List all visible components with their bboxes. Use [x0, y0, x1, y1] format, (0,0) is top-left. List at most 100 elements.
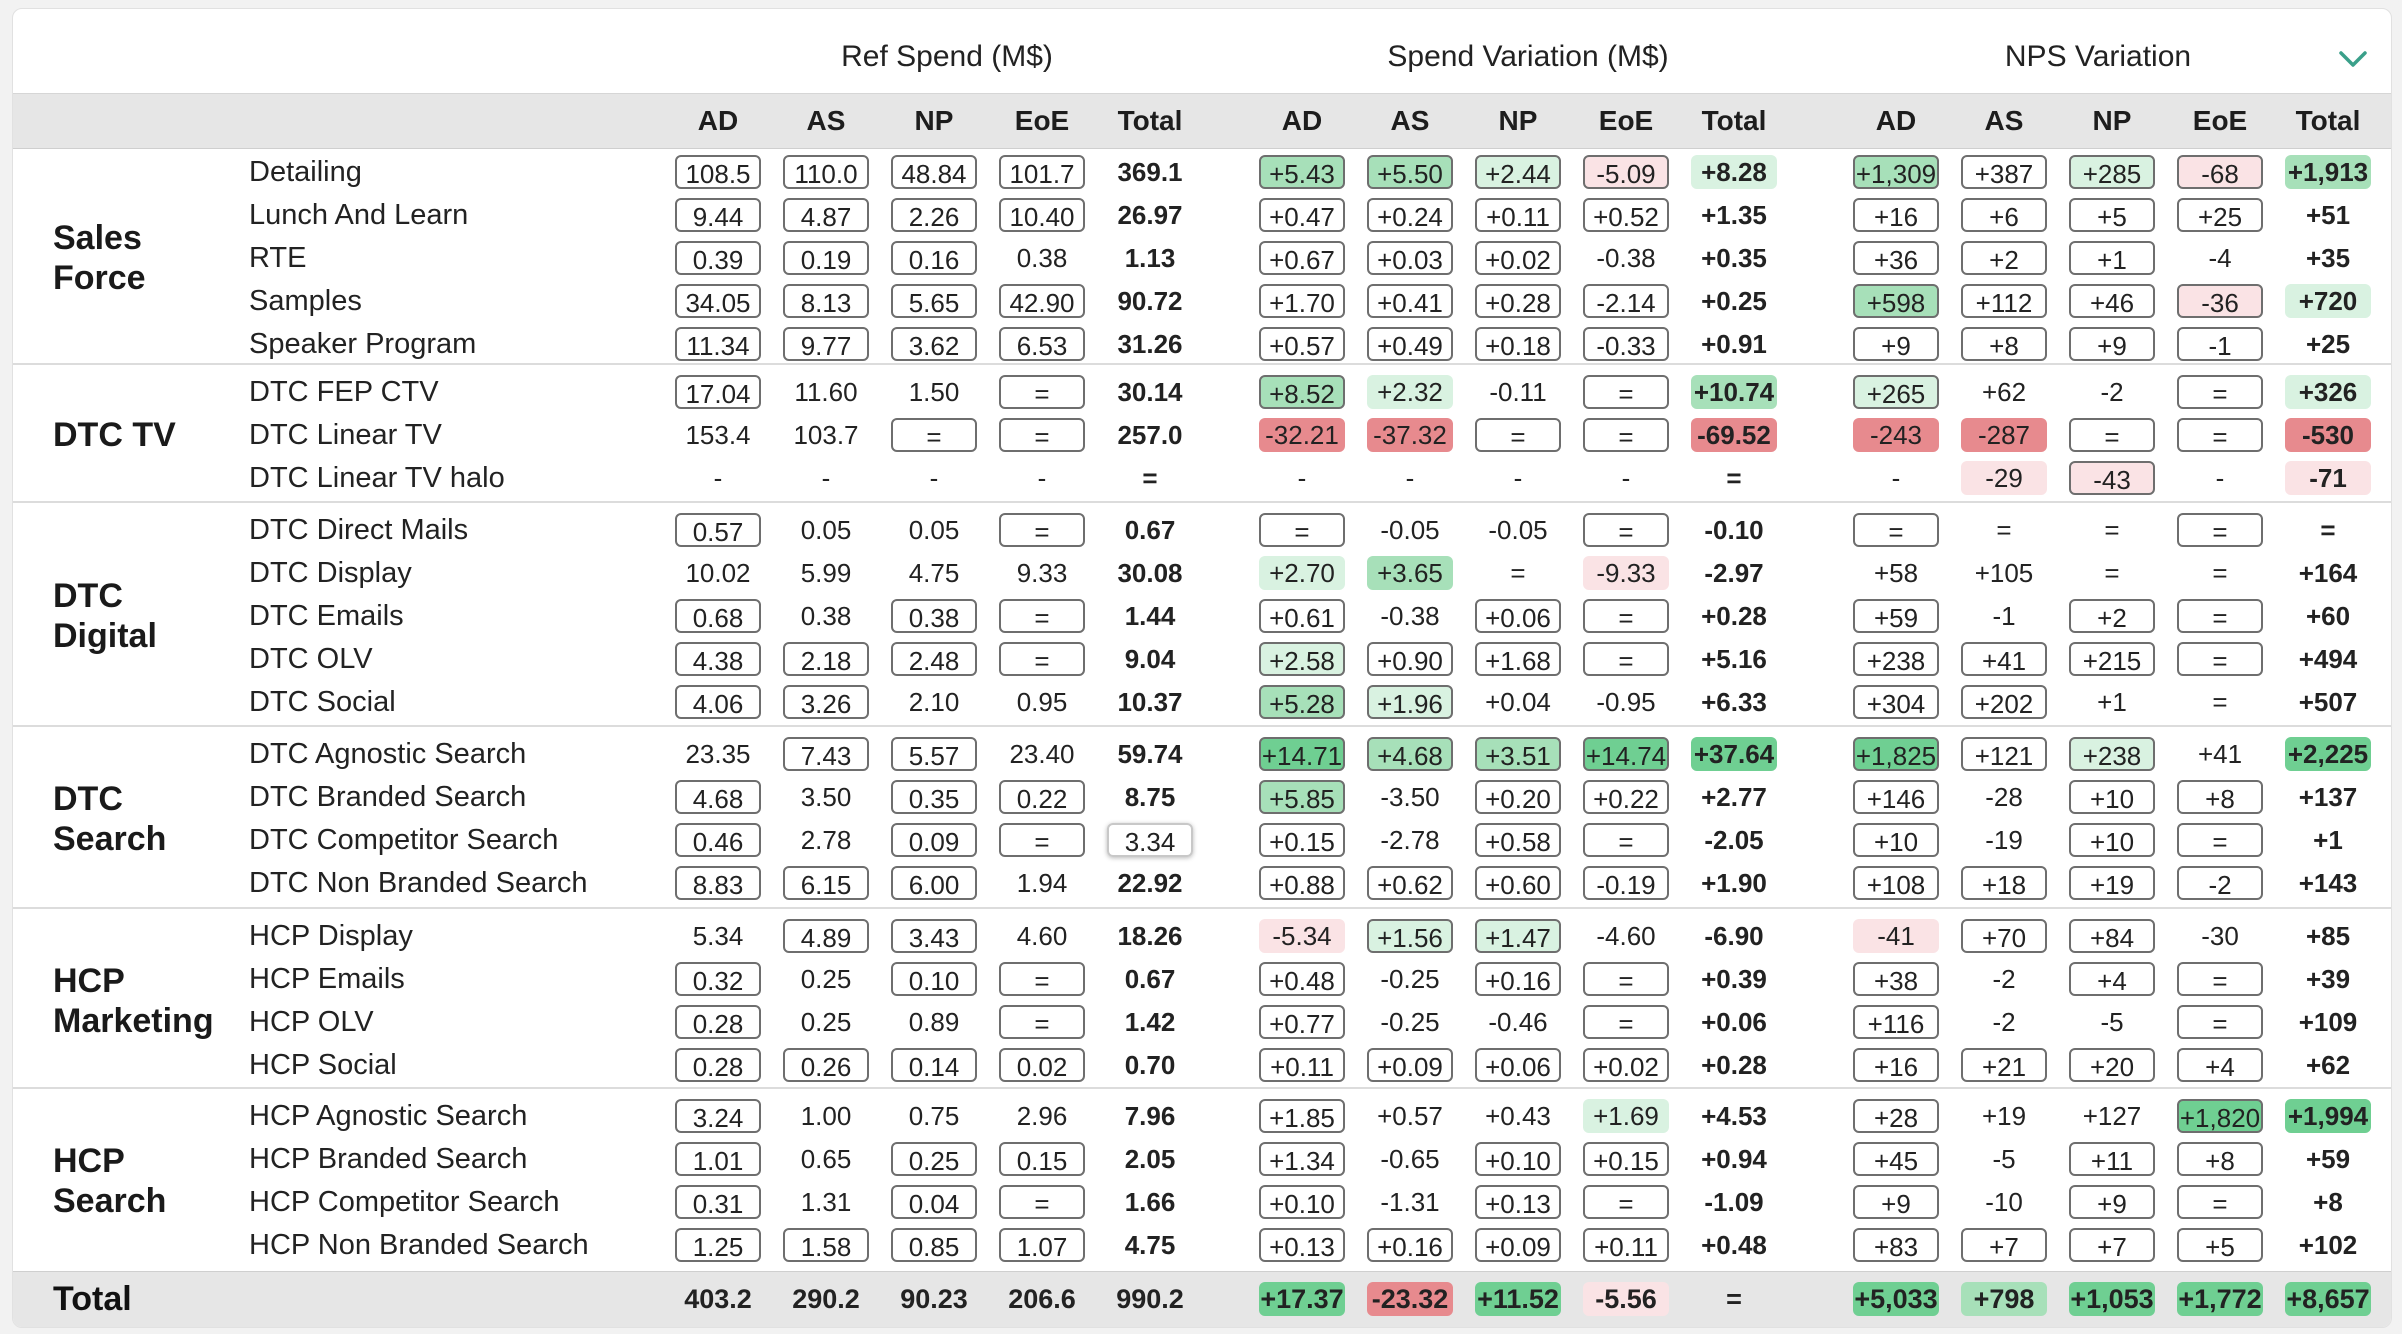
col-header-nps-total[interactable]: Total — [2295, 105, 2361, 136]
nps-cell-ad[interactable]: +9 — [1853, 1185, 1939, 1219]
spend-cell-eoe[interactable]: -2.14 — [1583, 284, 1669, 318]
spend-cell-eoe[interactable]: = — [1583, 1185, 1669, 1219]
ref-cell-as[interactable]: 110.0 — [783, 155, 869, 189]
nps-cell-ad[interactable]: +116 — [1853, 1005, 1939, 1039]
nps-cell-as[interactable]: +6 — [1961, 198, 2047, 232]
ref-cell-eoe[interactable]: 6.53 — [999, 327, 1085, 361]
spend-cell-as[interactable]: +0.16 — [1367, 1228, 1453, 1262]
ref-cell-np[interactable]: 0.16 — [891, 241, 977, 275]
ref-cell-ad[interactable]: 1.01 — [675, 1142, 761, 1176]
ref-cell-ad[interactable]: 4.68 — [675, 780, 761, 814]
spend-cell-as[interactable]: +1.96 — [1367, 685, 1453, 719]
nps-cell-eoe[interactable]: +4 — [2177, 1048, 2263, 1082]
spend-cell-ad[interactable]: +5.43 — [1259, 155, 1345, 189]
ref-cell-np[interactable]: 0.38 — [891, 599, 977, 633]
spend-cell-np[interactable]: +0.09 — [1475, 1228, 1561, 1262]
nps-cell-ad[interactable]: +146 — [1853, 780, 1939, 814]
ref-cell-np[interactable]: 6.00 — [891, 866, 977, 900]
ref-cell-eoe[interactable]: = — [999, 599, 1085, 633]
ref-cell-ad[interactable]: 4.06 — [675, 685, 761, 719]
ref-cell-np[interactable]: 2.26 — [891, 198, 977, 232]
ref-cell-ad[interactable]: 0.32 — [675, 962, 761, 996]
spend-cell-ad[interactable]: = — [1259, 513, 1345, 547]
spend-cell-ad[interactable]: +5.28 — [1259, 685, 1345, 719]
nps-cell-np[interactable]: +10 — [2069, 780, 2155, 814]
ref-cell-ad[interactable]: 3.24 — [675, 1099, 761, 1133]
ref-cell-eoe[interactable]: 42.90 — [999, 284, 1085, 318]
spend-cell-eoe[interactable]: +0.22 — [1583, 780, 1669, 814]
nps-cell-ad[interactable]: +1,309 — [1853, 155, 1939, 189]
nps-cell-ad[interactable]: +16 — [1853, 1048, 1939, 1082]
spend-cell-as[interactable]: +4.68 — [1367, 737, 1453, 771]
ref-cell-ad[interactable]: 8.83 — [675, 866, 761, 900]
spend-cell-eoe[interactable]: = — [1583, 513, 1669, 547]
ref-cell-total[interactable]: 3.34 — [1107, 823, 1193, 857]
nps-cell-ad[interactable]: +265 — [1853, 375, 1939, 409]
ref-cell-np[interactable]: 0.04 — [891, 1185, 977, 1219]
nps-cell-ad[interactable]: +59 — [1853, 599, 1939, 633]
spend-cell-eoe[interactable]: +0.15 — [1583, 1142, 1669, 1176]
ref-cell-ad[interactable]: 34.05 — [675, 284, 761, 318]
ref-cell-as[interactable]: 8.13 — [783, 284, 869, 318]
nps-cell-eoe[interactable]: = — [2177, 962, 2263, 996]
ref-cell-as[interactable]: 3.26 — [783, 685, 869, 719]
nps-cell-np[interactable]: +9 — [2069, 327, 2155, 361]
spend-cell-ad[interactable]: +1.85 — [1259, 1099, 1345, 1133]
spend-cell-eoe[interactable]: = — [1583, 1005, 1669, 1039]
col-header-spend-eoe[interactable]: EoE — [1598, 105, 1654, 136]
ref-cell-np[interactable]: 0.09 — [891, 823, 977, 857]
ref-cell-as[interactable]: 9.77 — [783, 327, 869, 361]
nps-cell-as[interactable]: +112 — [1961, 284, 2047, 318]
spend-cell-eoe[interactable]: = — [1583, 823, 1669, 857]
nps-cell-as[interactable]: +202 — [1961, 685, 2047, 719]
spend-cell-np[interactable]: +0.28 — [1475, 284, 1561, 318]
spend-cell-as[interactable]: +1.56 — [1367, 919, 1453, 953]
ref-cell-ad[interactable]: 0.57 — [675, 513, 761, 547]
nps-cell-ad[interactable]: +36 — [1853, 241, 1939, 275]
nps-cell-as[interactable]: +387 — [1961, 155, 2047, 189]
nps-cell-eoe[interactable]: = — [2177, 418, 2263, 452]
ref-cell-as[interactable]: 0.19 — [783, 241, 869, 275]
nps-cell-np[interactable]: +84 — [2069, 919, 2155, 953]
nps-cell-ad[interactable]: +45 — [1853, 1142, 1939, 1176]
col-header-ref-np[interactable]: NP — [914, 105, 954, 136]
nps-cell-np[interactable]: +4 — [2069, 962, 2155, 996]
nps-cell-ad[interactable]: +304 — [1853, 685, 1939, 719]
col-header-spend-as[interactable]: AS — [1390, 105, 1430, 136]
ref-cell-ad[interactable]: 0.31 — [675, 1185, 761, 1219]
nps-cell-eoe[interactable]: = — [2177, 375, 2263, 409]
spend-cell-eoe[interactable]: = — [1583, 375, 1669, 409]
ref-cell-eoe[interactable]: = — [999, 375, 1085, 409]
spend-cell-as[interactable]: +0.09 — [1367, 1048, 1453, 1082]
spend-cell-eoe[interactable]: +0.11 — [1583, 1228, 1669, 1262]
ref-cell-eoe[interactable]: = — [999, 1185, 1085, 1219]
nps-cell-eoe[interactable]: +1,820 — [2177, 1099, 2263, 1133]
spend-cell-ad[interactable]: +2.58 — [1259, 642, 1345, 676]
ref-cell-ad[interactable]: 0.28 — [675, 1048, 761, 1082]
nps-cell-as[interactable]: +21 — [1961, 1048, 2047, 1082]
nps-cell-np[interactable]: +11 — [2069, 1142, 2155, 1176]
ref-cell-ad[interactable]: 4.38 — [675, 642, 761, 676]
nps-cell-np[interactable]: +215 — [2069, 642, 2155, 676]
nps-cell-eoe[interactable]: = — [2177, 642, 2263, 676]
nps-cell-np[interactable]: +7 — [2069, 1228, 2155, 1262]
spend-cell-ad[interactable]: +0.10 — [1259, 1185, 1345, 1219]
ref-cell-np[interactable]: 0.25 — [891, 1142, 977, 1176]
ref-cell-as[interactable]: 6.15 — [783, 866, 869, 900]
nps-cell-np[interactable]: +10 — [2069, 823, 2155, 857]
ref-cell-np[interactable]: 0.85 — [891, 1228, 977, 1262]
spend-cell-eoe[interactable]: -0.19 — [1583, 866, 1669, 900]
col-header-nps-eoe[interactable]: EoE — [2192, 105, 2248, 136]
chevron-down-icon[interactable] — [2333, 39, 2373, 79]
nps-cell-np[interactable]: +1 — [2069, 241, 2155, 275]
col-header-ref-as[interactable]: AS — [806, 105, 846, 136]
spend-cell-ad[interactable]: +1.34 — [1259, 1142, 1345, 1176]
spend-cell-as[interactable]: +0.41 — [1367, 284, 1453, 318]
spend-cell-as[interactable]: +0.62 — [1367, 866, 1453, 900]
spend-cell-eoe[interactable]: -0.33 — [1583, 327, 1669, 361]
spend-cell-np[interactable]: +0.20 — [1475, 780, 1561, 814]
spend-cell-ad[interactable]: +5.85 — [1259, 780, 1345, 814]
nps-cell-eoe[interactable]: +5 — [2177, 1228, 2263, 1262]
spend-cell-ad[interactable]: +0.61 — [1259, 599, 1345, 633]
col-header-spend-np[interactable]: NP — [1498, 105, 1538, 136]
